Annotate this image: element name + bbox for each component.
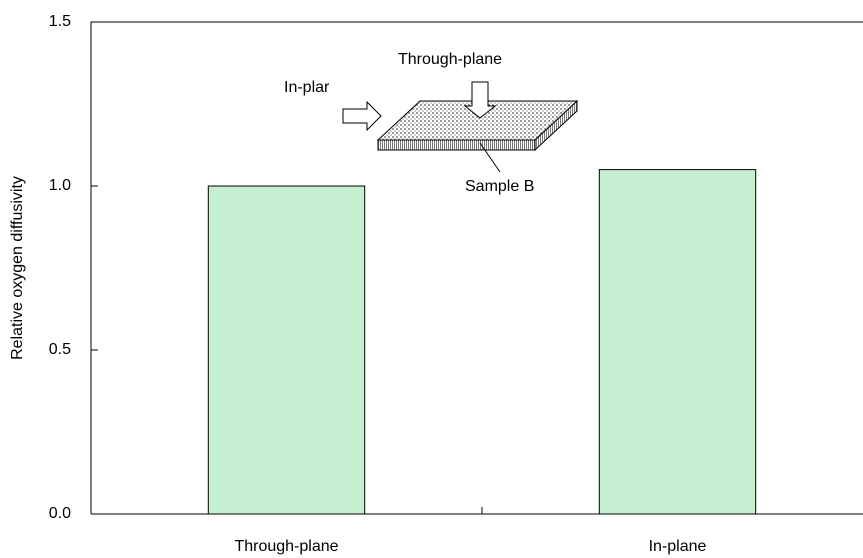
plate-front — [378, 140, 535, 150]
annotation: In-plar — [284, 79, 330, 96]
x-tick-label: In-plane — [649, 538, 707, 555]
y-tick-label: 1.5 — [49, 13, 71, 30]
in-plane-arrow — [343, 102, 381, 130]
y-tick-label: 0.0 — [49, 505, 71, 522]
y-axis-label: Relative oxygen diffusivity — [9, 176, 26, 360]
chart: Relative oxygen diffusivity Through-plan… — [0, 0, 863, 558]
x-tick-label: Through-plane — [234, 538, 338, 555]
plot-area: Through-plane In-plane 0.0 0.5 1.0 1.5 — [49, 13, 863, 555]
y-tick-label: 1.0 — [49, 177, 71, 194]
annotation: Sample B — [465, 178, 534, 195]
bar — [208, 186, 364, 514]
bar — [599, 170, 755, 514]
y-tick-label: 0.5 — [49, 341, 71, 358]
annotation: Through-plane — [398, 51, 502, 68]
inset-diagram: Through-plane In-plar Sample B — [284, 51, 577, 195]
